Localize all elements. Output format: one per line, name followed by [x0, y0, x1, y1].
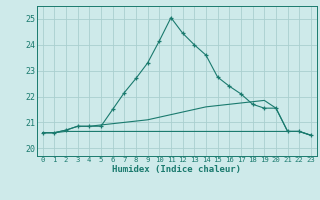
X-axis label: Humidex (Indice chaleur): Humidex (Indice chaleur) [112, 165, 241, 174]
